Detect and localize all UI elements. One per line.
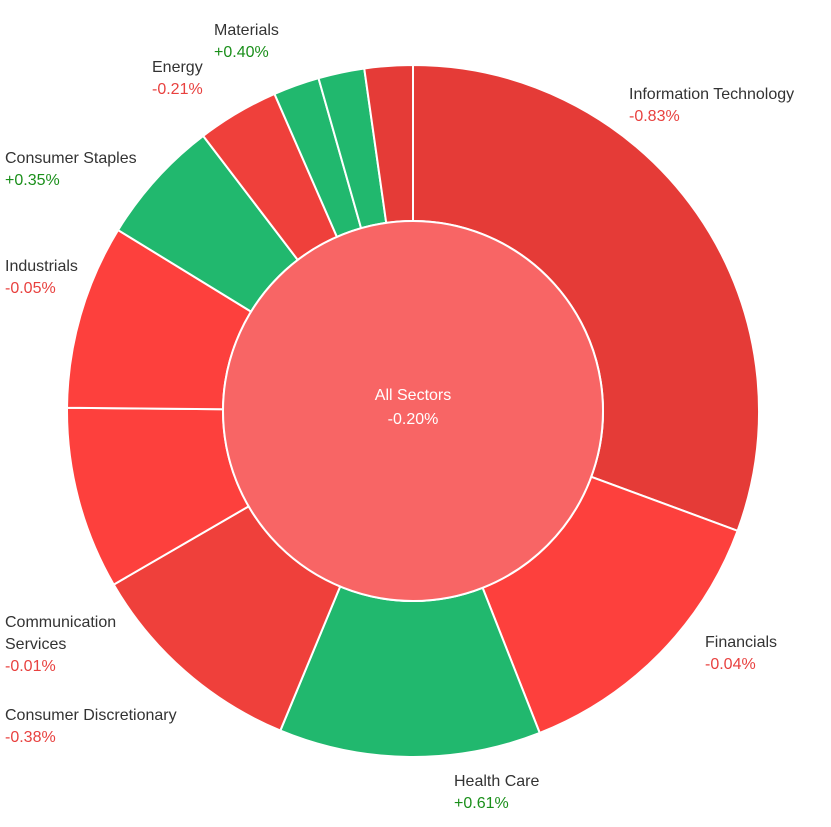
label-information-technology: Information Technology -0.83% [629, 84, 794, 128]
label-financials: Financials -0.04% [705, 632, 777, 676]
change-financials: -0.04% [705, 656, 756, 673]
label-industrials: Industrials -0.05% [5, 256, 78, 300]
sector-ring [66, 63, 760, 758]
label-communication-services: Communication Services -0.01% [5, 612, 145, 678]
label-consumer-discretionary: Consumer Discretionary -0.38% [5, 705, 177, 749]
center-change: -0.20% [388, 411, 439, 428]
change-materials: +0.40% [214, 44, 269, 61]
label-energy: Energy -0.21% [152, 57, 203, 101]
change-health-care: +0.61% [454, 795, 509, 812]
center-circle[interactable] [222, 220, 604, 602]
label-health-care: Health Care +0.61% [454, 771, 539, 815]
label-materials: Materials +0.40% [214, 20, 279, 64]
change-industrials: -0.05% [5, 280, 56, 297]
change-consumer-discretionary: -0.38% [5, 729, 56, 746]
center-label: All Sectors [375, 387, 451, 404]
change-energy: -0.21% [152, 81, 203, 98]
change-communication-services: -0.01% [5, 658, 56, 675]
change-information-technology: -0.83% [629, 108, 680, 125]
label-consumer-staples: Consumer Staples +0.35% [5, 148, 137, 192]
change-consumer-staples: +0.35% [5, 172, 60, 189]
